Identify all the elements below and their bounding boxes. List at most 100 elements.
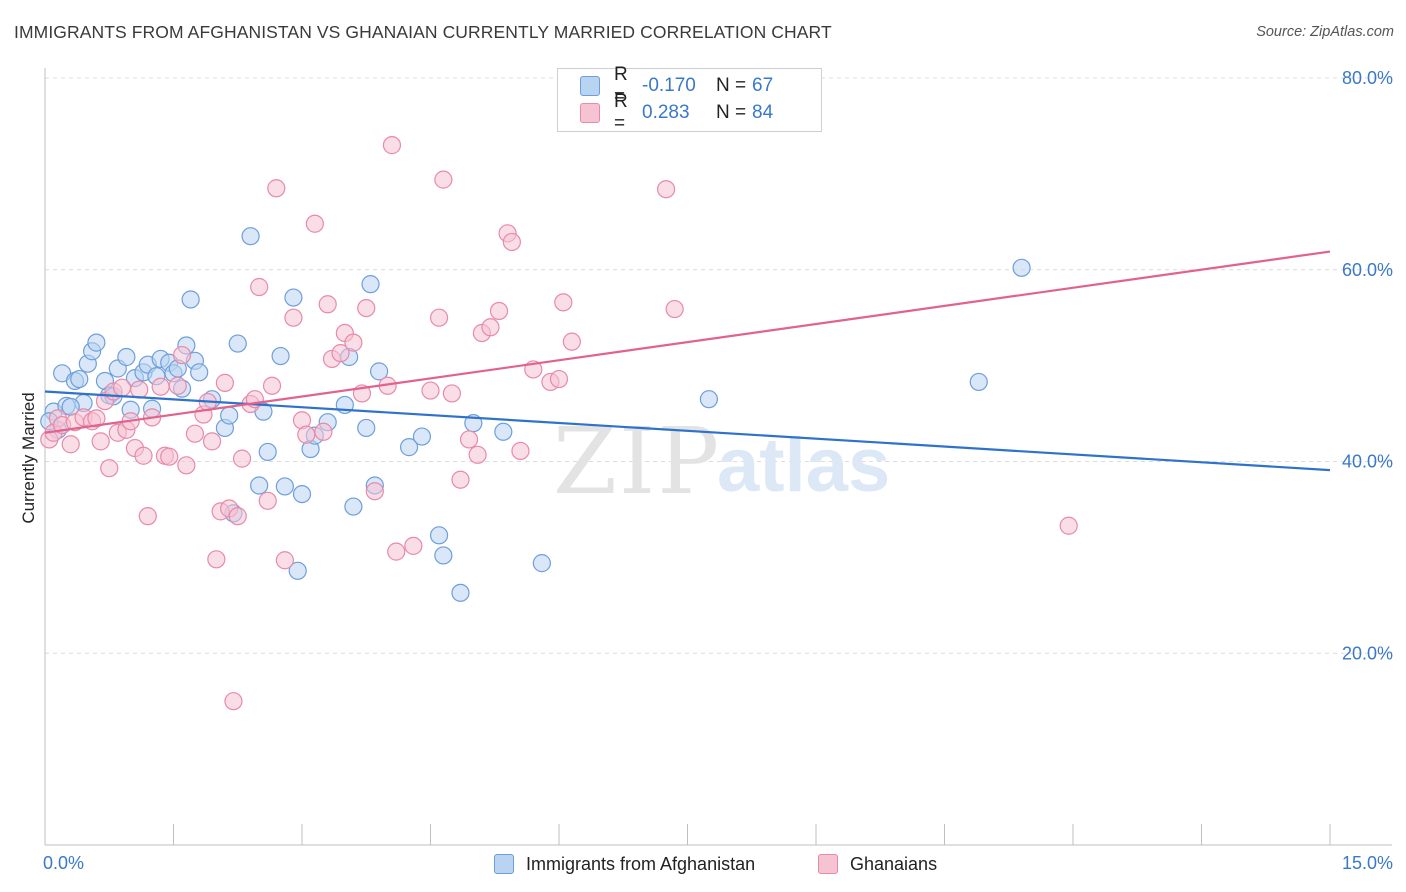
bottom-legend-afghanistan: Immigrants from Afghanistan [494, 852, 755, 876]
y-tick-label: 20.0% [1342, 643, 1393, 663]
data-point-afghanistan [220, 406, 239, 425]
legend-n-label: N = [716, 102, 747, 123]
data-point-ghanaians [429, 308, 449, 327]
data-point-ghanaians [554, 293, 573, 312]
trend-line-ghanaians [44, 250, 1331, 434]
data-point-ghanaians [421, 381, 440, 400]
data-point-ghanaians [357, 299, 376, 318]
watermark-zip: ZIP [553, 408, 721, 515]
data-point-ghanaians [130, 380, 149, 399]
data-point-afghanistan [451, 583, 470, 602]
data-point-afghanistan [288, 561, 307, 580]
data-point-ghanaians [172, 345, 192, 365]
data-point-ghanaians [314, 422, 333, 441]
data-point-ghanaians [134, 446, 153, 465]
data-point-ghanaians [151, 377, 170, 396]
data-point-ghanaians [502, 232, 521, 252]
data-point-ghanaians [224, 692, 243, 711]
legend-row-ghanaians: R = 0.283 N = 84 [580, 91, 774, 134]
data-point-ghanaians [305, 214, 324, 233]
legend-r-value: -0.170 [642, 75, 696, 96]
data-point-afghanistan [1012, 258, 1031, 277]
data-point-afghanistan [969, 372, 988, 392]
data-point-ghanaians [468, 445, 487, 464]
data-point-ghanaians [442, 384, 462, 403]
tick-labels: 20.0% 40.0% 60.0% 80.0% 0.0% 15.0% [43, 68, 1393, 873]
data-point-ghanaians [481, 318, 500, 337]
y-tick-label: 80.0% [1342, 68, 1393, 88]
data-point-ghanaians [87, 409, 106, 428]
data-point-afghanistan [370, 362, 389, 381]
data-point-ghanaians [665, 299, 684, 319]
series-afghanistan-points [40, 227, 1031, 602]
data-point-ghanaians [232, 449, 252, 468]
gridlines [45, 77, 1392, 654]
y-tick-label: 60.0% [1342, 260, 1393, 280]
y-axis-label: Currently Married [19, 392, 38, 523]
data-point-afghanistan [434, 546, 453, 565]
data-point-afghanistan [271, 346, 290, 366]
data-point-ghanaians [489, 301, 509, 321]
data-point-afghanistan [344, 497, 363, 516]
data-point-ghanaians [387, 542, 406, 561]
bottom-legend-ghanaians: Ghanaians [818, 852, 937, 876]
correlation-legend: R = -0.170 N = 67 R = 0.283 N = 84 [557, 64, 822, 134]
data-point-ghanaians [207, 550, 226, 569]
data-point-ghanaians [258, 491, 277, 510]
data-point-ghanaians [185, 424, 205, 443]
data-point-ghanaians [267, 179, 286, 198]
data-point-ghanaians [297, 425, 316, 444]
data-point-ghanaians [202, 432, 222, 451]
bottom-legend-label: Ghanaians [850, 853, 938, 874]
x-tick-label: 15.0% [1342, 853, 1393, 873]
data-point-afghanistan [494, 422, 513, 441]
data-point-ghanaians [262, 376, 282, 395]
data-point-afghanistan [532, 554, 551, 573]
axes [44, 68, 1392, 846]
legend-r-label: R = [614, 91, 628, 134]
data-point-ghanaians [459, 430, 479, 449]
trend-lines [44, 250, 1331, 472]
data-point-ghanaians [228, 507, 247, 526]
series-ghanaians-points [40, 136, 1078, 711]
data-point-afghanistan [70, 369, 89, 389]
data-point-ghanaians [344, 333, 363, 352]
data-point-ghanaians [331, 344, 350, 363]
bottom-legend-label: Immigrants from Afghanistan [526, 853, 756, 874]
data-point-ghanaians [168, 376, 187, 395]
legend-swatch-blue [580, 76, 600, 96]
chart-title: IMMIGRANTS FROM AFGHANISTAN VS GHANAIAN … [14, 22, 832, 42]
watermark: ZIP atlas [553, 408, 890, 515]
data-point-ghanaians [656, 180, 676, 199]
data-point-ghanaians [215, 373, 234, 392]
legend-n-value: 84 [752, 102, 774, 123]
data-point-afghanistan [241, 227, 260, 246]
legend-row-afghanistan: R = -0.170 N = 67 [580, 64, 774, 107]
x-tick-label: 0.0% [43, 853, 84, 873]
data-point-afghanistan [357, 418, 376, 438]
data-point-ghanaians [365, 482, 384, 501]
data-point-afghanistan [250, 476, 269, 495]
data-point-afghanistan [190, 363, 209, 382]
data-point-afghanistan [699, 390, 719, 409]
legend-n-value: 67 [752, 75, 774, 96]
data-point-afghanistan [258, 442, 277, 462]
data-point-afghanistan [117, 347, 136, 367]
data-point-afghanistan [181, 290, 200, 309]
source-label: Source: ZipAtlas.com [1256, 24, 1394, 40]
data-point-afghanistan [284, 288, 303, 307]
bottom-legend-swatch-blue [494, 854, 514, 874]
data-point-ghanaians [318, 295, 337, 314]
legend-n-label: N = [716, 75, 747, 96]
data-point-ghanaians [61, 435, 80, 454]
bottom-legend-swatch-pink [818, 854, 838, 874]
data-point-afghanistan [87, 333, 106, 352]
watermark-atlas: atlas [717, 423, 890, 508]
data-point-afghanistan [228, 334, 247, 353]
data-point-ghanaians [562, 332, 581, 351]
data-point-ghanaians [275, 551, 294, 570]
data-point-ghanaians [160, 447, 179, 466]
data-point-ghanaians [382, 136, 402, 155]
data-point-afghanistan [361, 275, 380, 294]
data-point-ghanaians [451, 470, 470, 489]
